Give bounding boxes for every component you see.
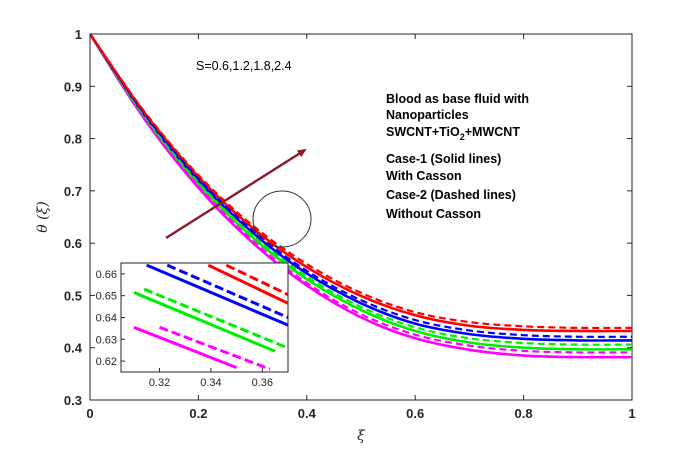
annotation-composition: SWCNT+TiO2+MWCNT: [386, 125, 520, 142]
y-tick-label: 0.4: [64, 341, 83, 356]
inset-series-group: [133, 263, 288, 371]
inset-solid-line-s-0-6: [133, 325, 238, 370]
annotation-line-3: Case-1 (Solid lines): [386, 152, 501, 166]
y-tick-label: 0.6: [64, 236, 82, 251]
y-tick-label: 0.8: [64, 132, 82, 147]
inset-y-tick-label: 0.62: [96, 356, 117, 368]
x-tick-label: 0.8: [515, 406, 533, 421]
zoom-circle: [252, 190, 312, 248]
inset-x-tick-label: 0.34: [200, 377, 221, 389]
inset-dashed-line-s-0-6: [159, 325, 271, 371]
inset-x-tick-label: 0.36: [252, 377, 273, 389]
y-axis-label: θ (ξ): [35, 201, 51, 233]
inset-solid-line-s-1-8: [146, 263, 288, 327]
parameter-label: S=0.6,1.2,1.8,2.4: [196, 59, 292, 73]
x-tick-label: 0.4: [298, 406, 317, 421]
x-axis-label: ξ: [357, 428, 366, 444]
inset-y-tick-label: 0.64: [96, 313, 117, 325]
y-tick-label: 0.5: [64, 288, 82, 303]
inset-y-tick-label: 0.63: [96, 334, 117, 346]
inset-y-tick-label: 0.65: [96, 291, 117, 303]
main-axis-ticks: 0 0.2 0.4 0.6 0.8 1 0.3 0.4 0.5 0.6 0.7 0.8 0.9 1: [64, 27, 636, 421]
main-series-group: [90, 34, 632, 359]
x-tick-label: 0.6: [406, 406, 424, 421]
series-line-s-2-4-no-casson: [90, 34, 632, 330]
annotation-line-6: Without Casson: [386, 207, 481, 221]
y-tick-label: 1: [75, 27, 82, 42]
series-line-s-0-6-no-casson: [90, 34, 632, 354]
composition-part-a: SWCNT+TiO: [386, 125, 460, 139]
inset-solid-line-s-1-2: [133, 291, 276, 353]
y-tick-label: 0.9: [64, 79, 82, 94]
x-tick-label: 1: [628, 406, 635, 421]
inset-axis-ticks: 0.32 0.34 0.36 0.62 0.63 0.64 0.65 0.66: [96, 269, 273, 389]
inset-x-tick-label: 0.32: [149, 377, 170, 389]
annotation-line-4: With Casson: [386, 169, 462, 183]
x-tick-label: 0.2: [189, 406, 207, 421]
inset-solid-line-s-2-4: [207, 263, 288, 305]
annotation-line-1: Blood as base fluid with: [386, 92, 529, 106]
series-line-s-1-2-casson: [90, 34, 632, 351]
annotation-line-2: Nanoparticles: [386, 108, 469, 122]
annotation-block: Blood as base fluid with Nanoparticles S…: [386, 92, 529, 221]
y-tick-label: 0.7: [64, 184, 82, 199]
series-line-s-1-8-no-casson: [90, 34, 632, 338]
inset-dashed-line-s-1-8: [166, 263, 288, 319]
inset-dashed-line-s-2-4: [225, 263, 288, 296]
composition-subscript: 2: [460, 132, 465, 142]
series-line-s-1-2-no-casson: [90, 34, 632, 346]
y-tick-label: 0.3: [64, 393, 82, 408]
x-tick-label: 0: [86, 406, 93, 421]
composition-part-b: +MWCNT: [465, 125, 521, 139]
increasing-s-arrow: [165, 148, 307, 240]
annotation-line-5: Case-2 (Dashed lines): [386, 188, 516, 202]
inset-y-tick-label: 0.66: [96, 269, 117, 281]
